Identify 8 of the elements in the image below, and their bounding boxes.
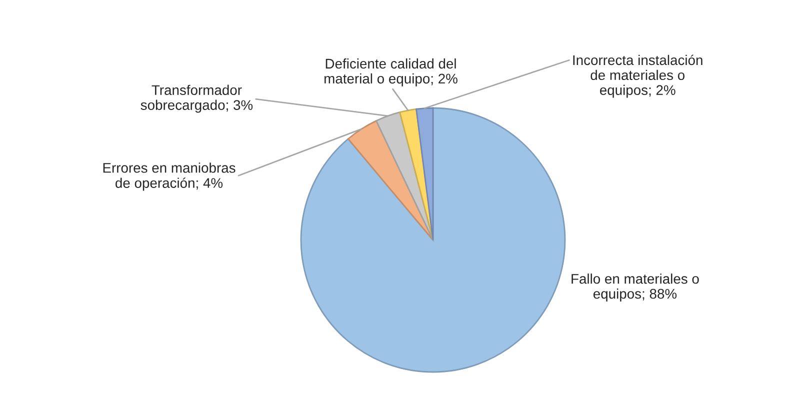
pie-slice xyxy=(416,107,434,241)
slice-label: Incorrecta instalación de materiales o equipos; 2% xyxy=(573,54,702,98)
pie-slice xyxy=(300,107,566,373)
slice-label: Transformador sobrecargado; 3% xyxy=(140,84,253,113)
slice-label: Deficiente calidad del material o equipo; 2% xyxy=(324,58,458,86)
slice-label: Fallo en materiales o equipos; 88% xyxy=(572,274,699,302)
slice-label: Errores en maniobras de operación; 4% xyxy=(103,162,236,191)
pie-slice xyxy=(347,120,434,241)
